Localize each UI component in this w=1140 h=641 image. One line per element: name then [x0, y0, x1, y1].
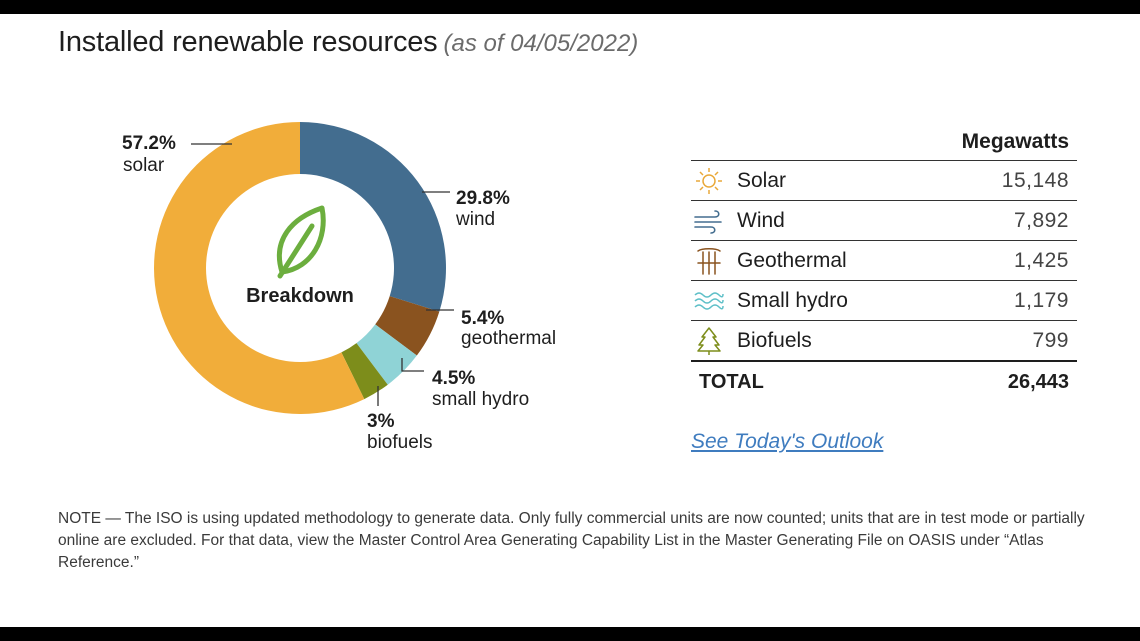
slice-label-solar: solar	[123, 155, 165, 176]
slice-label-biofuels: biofuels	[367, 432, 433, 453]
wind-icon	[691, 206, 727, 236]
total-label: TOTAL	[699, 370, 764, 393]
table-row-geothermal: Geothermal 1,425	[691, 240, 1077, 280]
row-name: Geothermal	[737, 248, 847, 272]
leader-small-hydro	[401, 358, 424, 372]
row-value: 15,148	[1001, 168, 1069, 192]
row-value: 799	[1032, 328, 1069, 352]
leaf-icon	[276, 205, 326, 279]
geothermal-icon	[691, 246, 727, 276]
unit-header: Megawatts	[961, 130, 1069, 153]
table-total-row: TOTAL 26,443	[691, 360, 1077, 402]
tree-icon	[691, 326, 727, 356]
table-row-biofuels: Biofuels 799	[691, 320, 1077, 360]
page-subtitle: (as of 04/05/2022)	[443, 30, 639, 57]
title-row: Installed renewable resources (as of 04/0…	[58, 26, 638, 59]
row-name: Solar	[737, 168, 787, 192]
slice-biofuels	[341, 343, 388, 400]
slice-label-small-hydro: small hydro	[432, 389, 529, 410]
leader-lines	[191, 143, 454, 406]
slice-wind	[300, 122, 446, 312]
row-value: 1,179	[1013, 288, 1069, 312]
slice-geothermal	[375, 296, 440, 356]
row-value: 1,425	[1013, 248, 1069, 272]
page-title: Installed renewable resources	[58, 26, 438, 58]
donut-chart: Breakdown 57.2% solar 29.8% wind 5.4% ge…	[122, 122, 556, 453]
row-name: Small hydro	[737, 288, 848, 312]
total-value: 26,443	[1007, 370, 1069, 393]
slice-label-geothermal: geothermal	[461, 328, 556, 349]
slice-pct-solar: 57.2%	[122, 133, 176, 154]
slice-pct-biofuels: 3%	[367, 411, 395, 432]
slice-pct-geothermal: 5.4%	[461, 308, 504, 329]
sun-icon	[691, 166, 727, 196]
table-row-solar: Solar 15,148	[691, 160, 1077, 200]
see-todays-outlook-link[interactable]: See Today's Outlook	[691, 430, 884, 453]
row-name: Biofuels	[737, 328, 812, 352]
content-panel: Installed renewable resources (as of 04/0…	[0, 14, 1140, 627]
methodology-note: NOTE — The ISO is using updated methodol…	[58, 510, 1085, 571]
row-name: Wind	[737, 208, 785, 232]
water-icon	[691, 286, 727, 316]
slice-label-wind: wind	[455, 209, 495, 230]
slice-labels: 57.2% solar 29.8% wind 5.4% geothermal 4…	[122, 133, 556, 453]
row-value: 7,892	[1013, 208, 1069, 232]
slice-pct-small-hydro: 4.5%	[432, 368, 475, 389]
slice-solar	[154, 122, 365, 414]
table-row-wind: Wind 7,892	[691, 200, 1077, 240]
capacity-table: Megawatts Solar 15,148	[691, 124, 1077, 402]
table-row-small-hydro: Small hydro 1,179	[691, 280, 1077, 320]
donut-center-label: Breakdown	[246, 285, 354, 307]
slice-pct-wind: 29.8%	[456, 188, 510, 209]
